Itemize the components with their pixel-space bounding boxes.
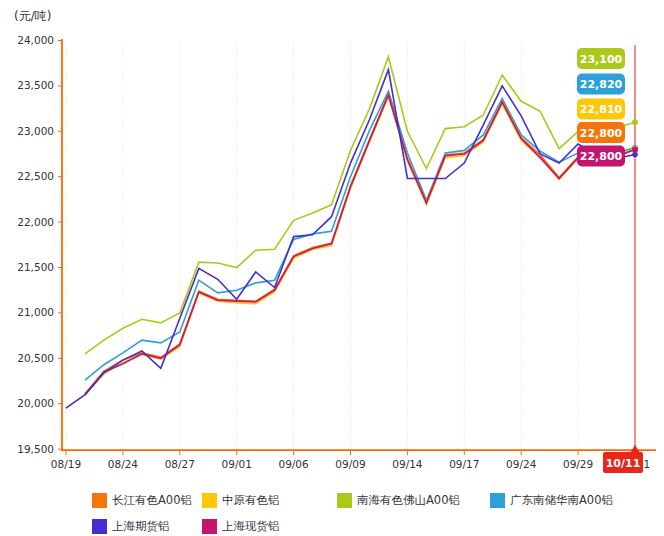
legend-swatch-3 <box>490 493 505 508</box>
legend-item-1[interactable]: 中原有色铝 <box>202 493 280 508</box>
x-axis-label: 08/27 <box>165 458 195 470</box>
legend-label-5: 上海现货铝 <box>222 519 280 534</box>
legend-label-2: 南海有色佛山A00铝 <box>357 493 460 508</box>
series-line-2 <box>85 57 635 354</box>
y-axis-label: 20,000 <box>17 397 54 409</box>
y-axis-label: 20,500 <box>17 352 54 364</box>
y-axis-label: 23,000 <box>17 125 54 137</box>
legend-item-5[interactable]: 上海现货铝 <box>202 519 280 534</box>
legend-swatch-2 <box>337 493 352 508</box>
legend-label-3: 广东南储华南A00铝 <box>510 493 613 508</box>
y-axis-label: 23,500 <box>17 79 54 91</box>
legend-label-4: 上海期货铝 <box>112 519 170 534</box>
series-end-dot-2 <box>632 119 638 125</box>
highlight-date-badge-arrow <box>630 445 640 453</box>
x-axis-label: 09/24 <box>506 458 537 470</box>
y-axis-label: 22,000 <box>17 216 54 228</box>
legend-swatch-0 <box>92 493 107 508</box>
x-axis-label: 08/24 <box>108 458 139 470</box>
legend-item-4[interactable]: 上海期货铝 <box>92 519 170 534</box>
legend-swatch-5 <box>202 519 217 534</box>
y-axis-label: 21,500 <box>17 261 54 273</box>
legend-item-0[interactable]: 长江有色A00铝 <box>92 493 192 508</box>
series-end-dot-4 <box>632 152 638 158</box>
value-badge-label: 22,800 <box>580 127 623 140</box>
x-axis-label: 09/17 <box>449 458 479 470</box>
x-axis-label: 09/29 <box>563 458 593 470</box>
series-end-dot-5 <box>632 146 638 152</box>
x-axis-label: 09/14 <box>392 458 423 470</box>
y-axis-label: 24,000 <box>17 34 54 46</box>
x-axis-label: 08/19 <box>51 458 81 470</box>
value-badge-label: 22,820 <box>580 78 623 91</box>
x-axis-label: 09/06 <box>278 458 309 470</box>
x-axis-label: 09/01 <box>222 458 252 470</box>
legend-item-2[interactable]: 南海有色佛山A00铝 <box>337 493 460 508</box>
value-badge-label: 22,800 <box>580 150 623 163</box>
value-badge-label: 22,810 <box>580 103 623 116</box>
legend-swatch-4 <box>92 519 107 534</box>
y-axis-label: 22,500 <box>17 170 54 182</box>
legend-label-1: 中原有色铝 <box>222 493 280 508</box>
y-axis-label: 21,000 <box>17 306 54 318</box>
legend-item-3[interactable]: 广东南储华南A00铝 <box>490 493 613 508</box>
x-axis-label: 09/09 <box>335 458 365 470</box>
price-line-chart: 19,500 20,000 20,500 21,000 21,500 22,000 22,5… <box>0 0 664 536</box>
legend-swatch-1 <box>202 493 217 508</box>
value-badge-label: 23,100 <box>580 53 623 66</box>
y-axis-label: 19,500 <box>17 443 54 455</box>
legend-label-0: 长江有色A00铝 <box>112 493 192 508</box>
highlight-date-badge-label: 10/11 <box>606 457 641 470</box>
